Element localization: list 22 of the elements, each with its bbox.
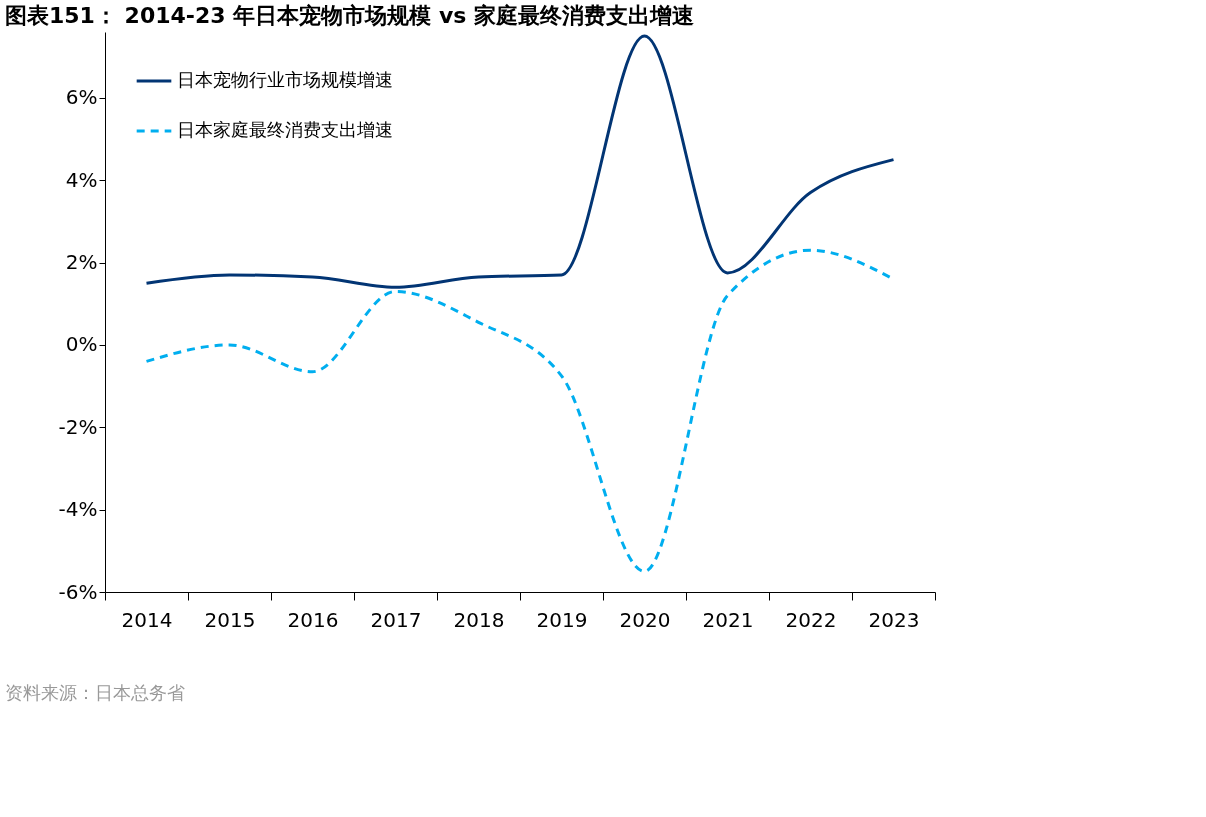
x-tick-label: 2019 xyxy=(536,607,588,632)
x-tick-label: 2020 xyxy=(619,607,671,632)
legend-label: 日本家庭最终消费支出增速 xyxy=(177,119,393,140)
y-tick-label: -6% xyxy=(58,579,98,604)
y-tick-label: 0% xyxy=(65,332,98,357)
y-tick-label: -4% xyxy=(58,497,98,522)
y-tick-label: 4% xyxy=(65,167,98,192)
legend-label: 日本宠物行业市场规模增速 xyxy=(177,69,393,90)
x-tick-label: 2018 xyxy=(453,607,505,632)
x-tick-label: 2015 xyxy=(204,607,256,632)
x-tick-label: 2021 xyxy=(702,607,754,632)
x-tick-label: 2023 xyxy=(868,607,920,632)
y-tick-label: 2% xyxy=(65,250,98,275)
line-series xyxy=(145,34,895,289)
y-tick-label: 6% xyxy=(65,85,98,110)
chart-title: 图表151： 2014-23 年日本宠物市场规模 vs 家庭最终消费支出增速 xyxy=(5,3,694,28)
text: 资料来源：日本总务省 xyxy=(5,682,185,703)
x-tick-label: 2017 xyxy=(370,607,422,632)
y-tick-label: -2% xyxy=(58,414,98,439)
x-tick-label: 2022 xyxy=(785,607,837,632)
x-tick-label: 2014 xyxy=(121,607,173,632)
x-tick-label: 2016 xyxy=(287,607,339,632)
